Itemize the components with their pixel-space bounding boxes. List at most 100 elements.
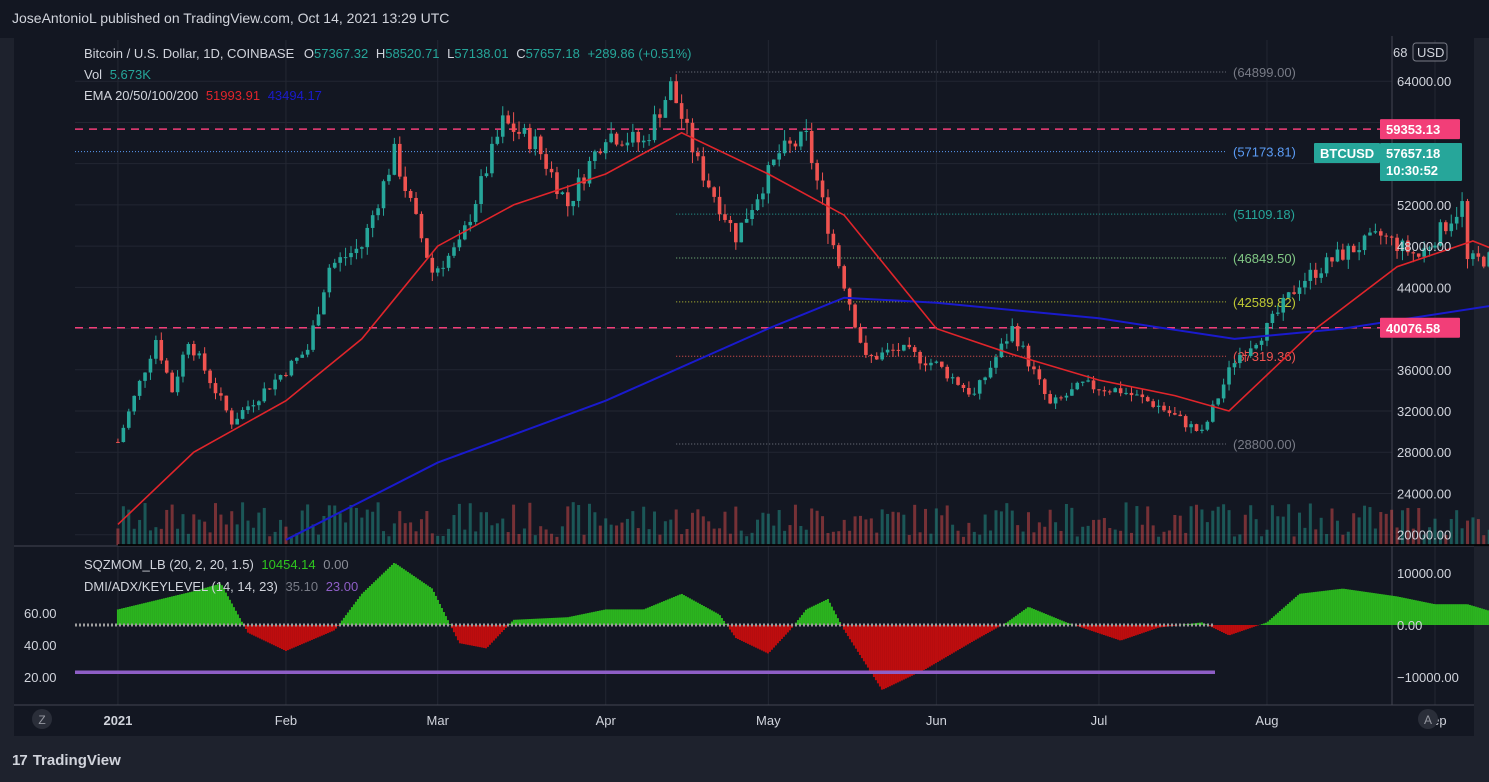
- volume-bar: [983, 514, 987, 545]
- candle-body: [468, 221, 473, 226]
- high-value: 58520.71: [385, 46, 440, 61]
- candle-body: [1200, 429, 1204, 431]
- candle-body: [408, 191, 413, 198]
- volume-bar: [1422, 534, 1426, 545]
- candle-body: [1351, 245, 1356, 253]
- candle-body: [1286, 292, 1291, 298]
- candle-body: [1389, 236, 1394, 238]
- volume-bar: [1379, 512, 1383, 545]
- high-label: H: [375, 46, 386, 61]
- chart-area[interactable]: [14, 36, 1474, 736]
- dmi-legend: DMI/ADX/KEYLEVEL (14, 14, 23) 35.10 23.0…: [84, 579, 358, 594]
- volume-bar: [1032, 532, 1036, 545]
- candle-body: [1151, 401, 1155, 407]
- candle-body: [387, 174, 391, 182]
- candle-body: [235, 418, 239, 425]
- volume-bar: [815, 510, 819, 545]
- candle-body: [365, 227, 370, 248]
- volume-bar: [853, 516, 857, 545]
- volume-bar: [799, 525, 803, 545]
- volume-bar: [1352, 513, 1356, 545]
- candle-body: [555, 172, 559, 195]
- candle-body: [739, 222, 744, 243]
- volume-bar: [739, 530, 743, 545]
- volume-bar: [1254, 519, 1258, 545]
- volume-bar: [560, 526, 564, 545]
- volume-bar: [1487, 529, 1489, 545]
- ema20-value: 51993.91: [205, 88, 261, 103]
- candle-body: [1167, 410, 1172, 414]
- dmi-label[interactable]: DMI/ADX/KEYLEVEL (14, 14, 23): [84, 579, 278, 594]
- candle-body: [918, 351, 922, 364]
- volume-bar: [604, 518, 608, 545]
- volume-bar: [577, 505, 581, 545]
- last-price-badge-text: 57657.18: [1386, 146, 1440, 161]
- volume-bar: [821, 516, 825, 545]
- candle-body: [1156, 405, 1161, 407]
- z-button-label: Z: [38, 713, 45, 727]
- candle-body: [392, 143, 397, 175]
- price-tick: 32000.00: [1397, 404, 1451, 419]
- volume-bar: [978, 534, 982, 545]
- volume-bar: [571, 502, 575, 545]
- candle-body: [614, 133, 619, 145]
- volume-bar: [208, 532, 212, 545]
- candle-body: [1368, 232, 1372, 236]
- volume-bar: [723, 511, 727, 545]
- currency-button: [1412, 42, 1448, 62]
- volume-bar: [886, 513, 890, 545]
- volume-bar: [1276, 516, 1280, 545]
- volume-bar: [1482, 535, 1486, 545]
- volume-bar: [262, 507, 266, 545]
- volume-bar: [1428, 527, 1432, 545]
- volume-bar: [1097, 519, 1101, 545]
- volume-bar: [316, 534, 320, 545]
- volume-bar: [647, 529, 651, 545]
- price-chart[interactable]: (64899.00) (57173.81) (51109.18) (46849.50)…: [0, 0, 1489, 740]
- sqzmom-label[interactable]: SQZMOM_LB (20, 2, 20, 1.5): [84, 557, 254, 572]
- volume-bar: [1086, 525, 1090, 545]
- candle-body: [1379, 231, 1383, 236]
- candle-body: [1162, 405, 1166, 411]
- candle-body: [1313, 269, 1318, 278]
- volume-bar: [1010, 510, 1014, 545]
- ema-label[interactable]: EMA 20/50/100/200: [84, 88, 199, 103]
- volume-bar: [1211, 510, 1215, 545]
- volume-bar: [875, 532, 879, 545]
- candle-body: [1102, 390, 1107, 392]
- sqzmom-zero: 0.00: [323, 557, 349, 572]
- symbol-name[interactable]: Bitcoin / U.S. Dollar, 1D, COINBASE: [84, 46, 295, 61]
- volume-bar: [409, 522, 413, 545]
- tradingview-logo[interactable]: 17 TradingView: [12, 752, 121, 769]
- fib-level-label: (28800.00): [1233, 437, 1296, 452]
- volume-bar: [1346, 531, 1350, 545]
- candle-body: [202, 353, 207, 371]
- fib-level-label: (42589.82): [1233, 295, 1296, 310]
- volume-bar: [1466, 520, 1470, 545]
- volume-label[interactable]: Vol: [84, 67, 103, 82]
- volume-bar: [1395, 527, 1399, 545]
- candle-body: [717, 196, 722, 215]
- candle-body: [728, 219, 733, 224]
- volume-bar: [674, 509, 678, 545]
- candle-body: [1205, 421, 1210, 430]
- time-tick: May: [756, 713, 781, 728]
- volume-bar: [186, 533, 190, 545]
- candle-body: [132, 395, 136, 412]
- volume-bar: [880, 509, 884, 545]
- candle-body: [1276, 312, 1280, 314]
- volume-bar: [707, 521, 711, 545]
- volume-bar: [1308, 503, 1312, 545]
- price-tick: 24000.00: [1397, 486, 1451, 501]
- volume-bar: [121, 506, 125, 545]
- volume-bar: [154, 527, 158, 545]
- volume-bar: [143, 503, 147, 545]
- volume-bar: [999, 511, 1003, 545]
- volume-bar: [1357, 517, 1361, 545]
- volume-bar: [615, 525, 619, 545]
- candle-body: [907, 344, 912, 348]
- candle-body: [316, 314, 321, 326]
- volume-bar: [951, 524, 955, 545]
- candle-body: [1476, 253, 1481, 257]
- volume-bar: [1227, 510, 1231, 545]
